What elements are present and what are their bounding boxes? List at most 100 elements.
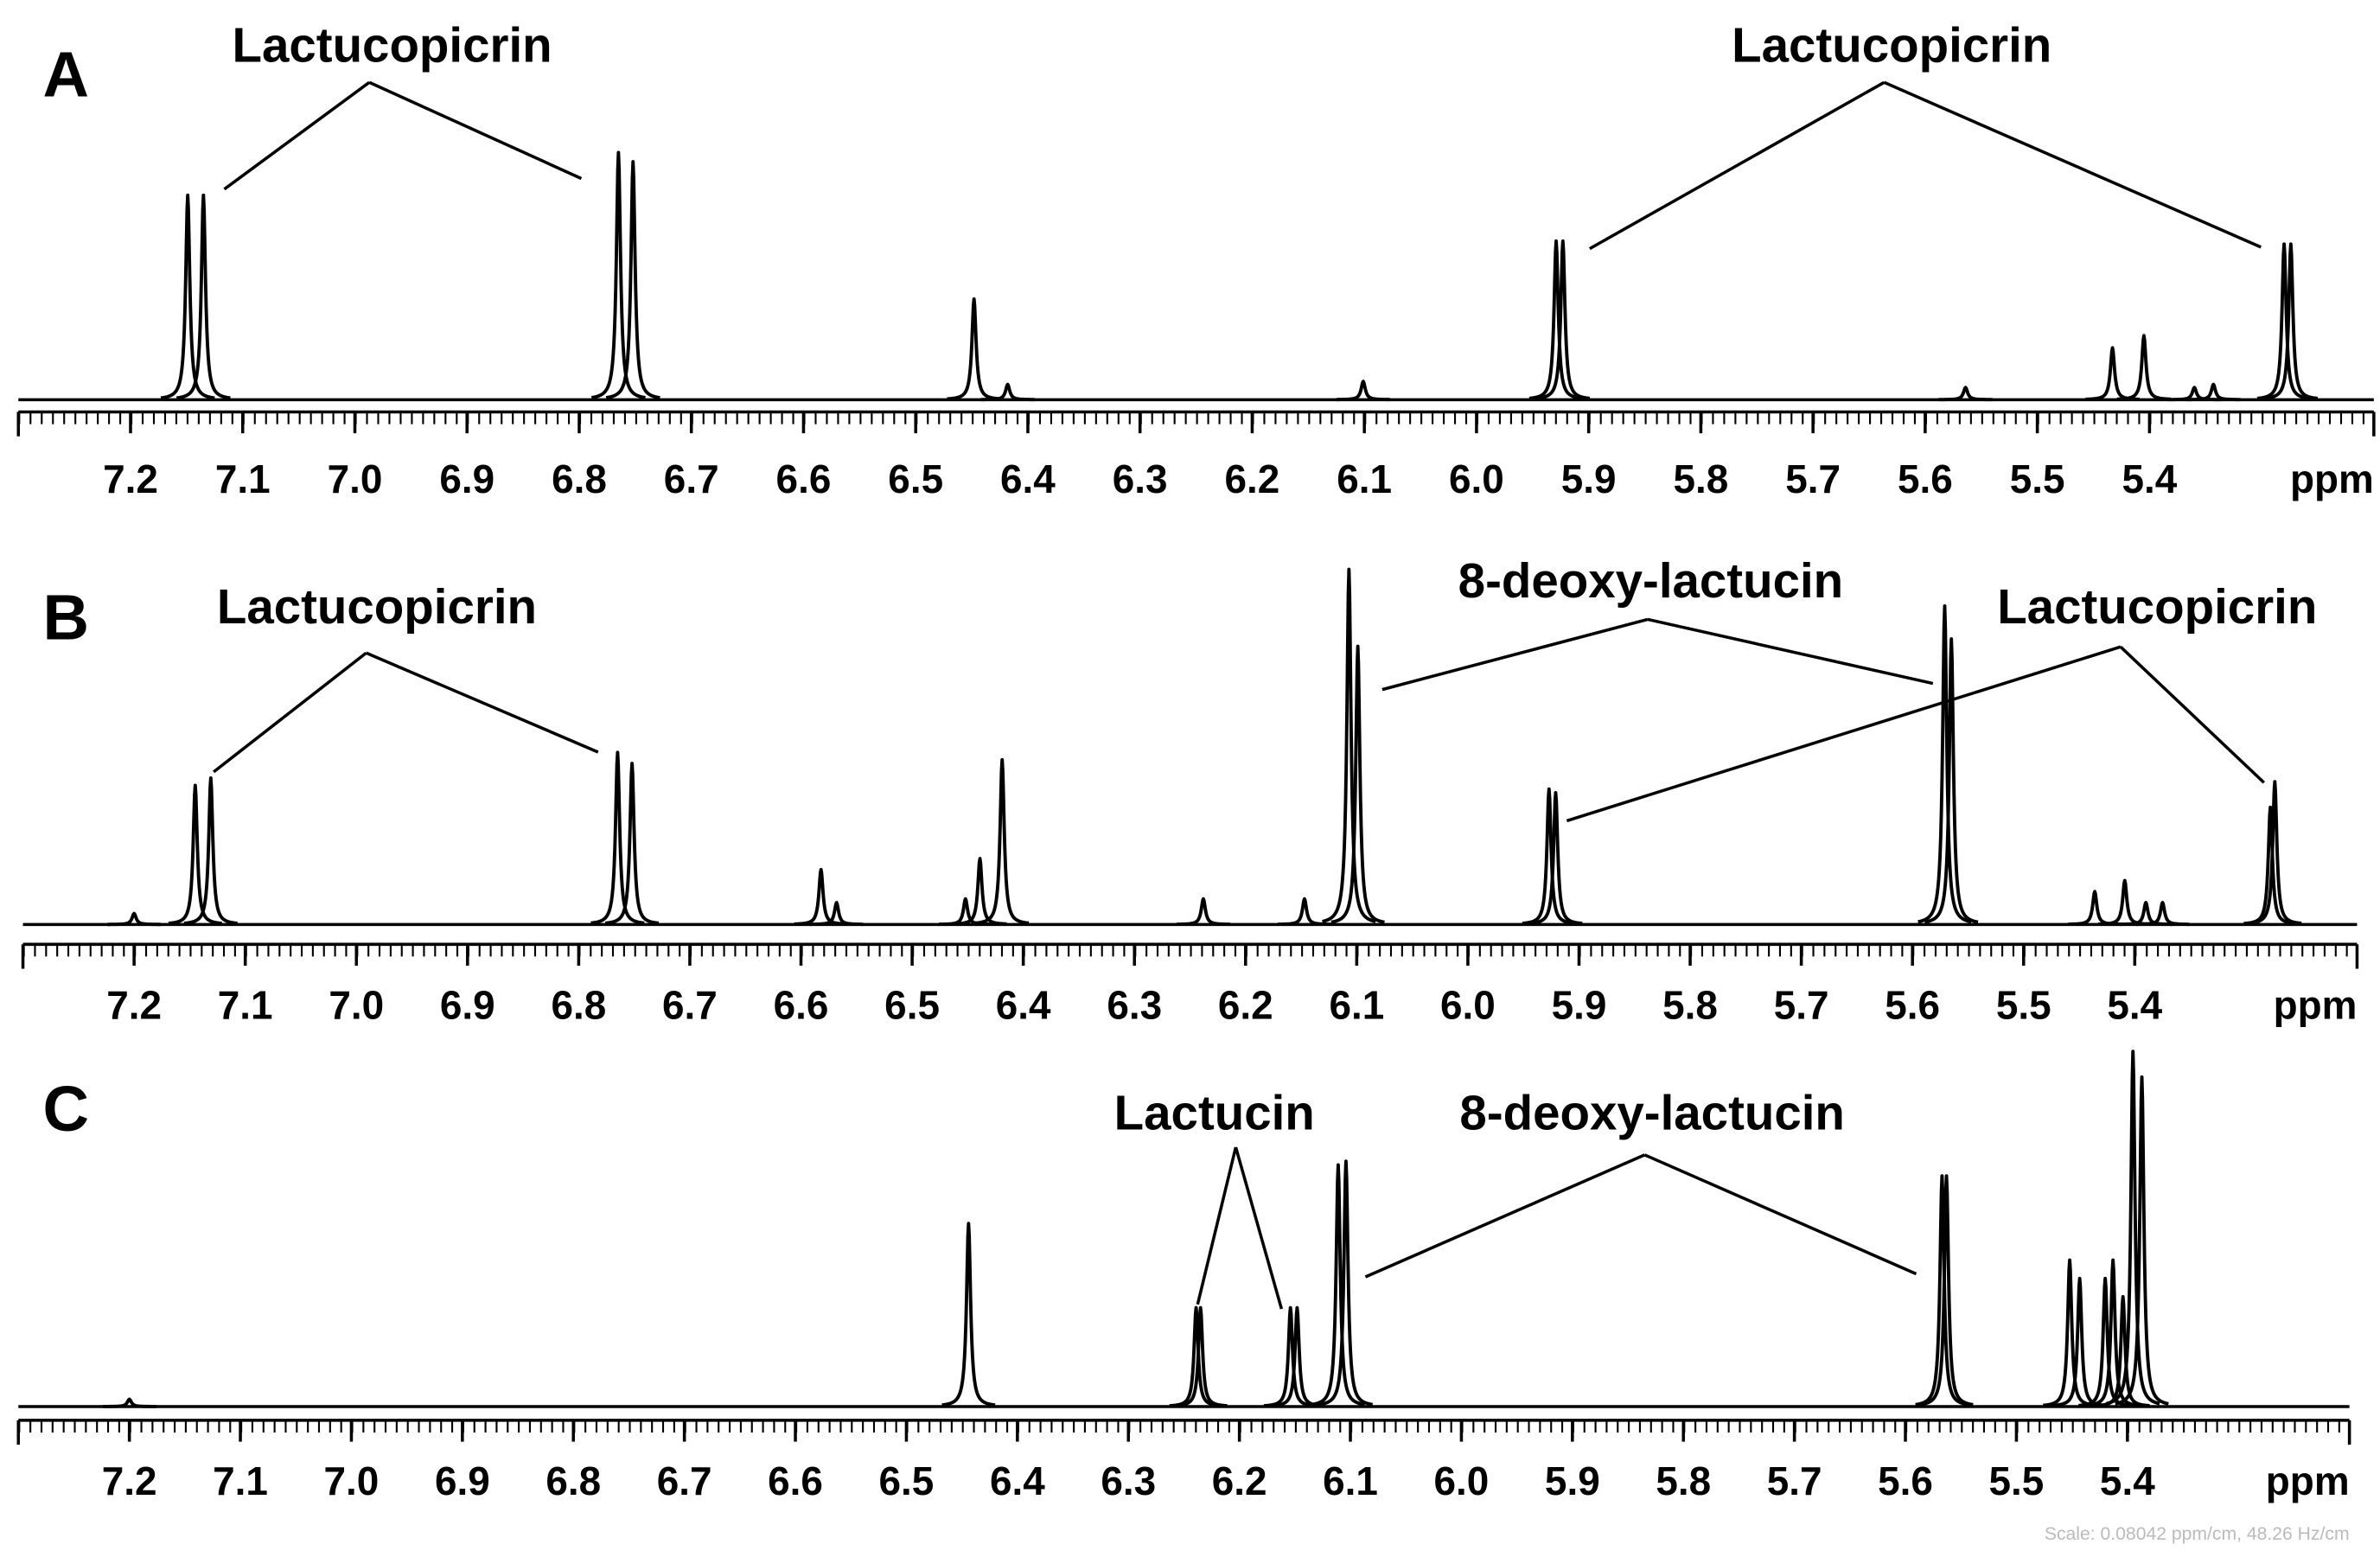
peak — [1172, 1305, 1228, 1407]
peak — [2185, 382, 2242, 402]
annotation-line — [368, 80, 583, 181]
x-tick-label: 6.0 — [1434, 1458, 1490, 1503]
x-tick-label: 5.7 — [1767, 1458, 1822, 1503]
x-tick-label: 6.4 — [1000, 456, 1056, 501]
panel-label: B — [42, 582, 89, 654]
annotation: 8-deoxy-lactucin — [1458, 553, 1843, 608]
x-tick-label: 5.4 — [2100, 1458, 2155, 1503]
peak — [2067, 890, 2123, 926]
peak — [1535, 239, 1592, 400]
x-tick-label: 6.3 — [1101, 1458, 1156, 1503]
peak — [1321, 567, 1377, 923]
peak — [2095, 1295, 2151, 1407]
peak — [1917, 603, 1973, 924]
annotation-line — [1883, 80, 2262, 249]
x-tick-label: 5.9 — [1561, 456, 1617, 501]
peak — [937, 897, 993, 927]
x-tick-label: 6.6 — [776, 456, 832, 501]
x-tick-label: 6.0 — [1440, 983, 1496, 1028]
peak — [590, 750, 646, 925]
peak — [101, 1397, 157, 1408]
peak — [2134, 901, 2191, 927]
peak — [2042, 1258, 2098, 1407]
annotation: Lactucopicrin — [1732, 17, 2051, 72]
peak — [106, 911, 163, 927]
x-tick-label: 5.8 — [1674, 456, 1729, 501]
x-tick-label: 6.4 — [990, 1458, 1045, 1503]
peak — [1918, 1174, 1975, 1407]
x-tick-label: 7.1 — [215, 456, 271, 501]
peak — [2247, 780, 2303, 925]
peak — [793, 867, 849, 926]
peak — [2085, 1258, 2141, 1407]
annotation: Lactucin — [1114, 1086, 1315, 1140]
x-tick-label: 7.1 — [218, 983, 273, 1028]
peak — [182, 776, 239, 925]
x-tick-label: 7.0 — [328, 456, 383, 501]
peak — [159, 193, 216, 400]
peak — [952, 857, 1008, 926]
peak — [1528, 790, 1584, 926]
peak — [1937, 386, 1994, 402]
x-tick-label: 6.9 — [439, 456, 495, 501]
peak — [2115, 334, 2173, 401]
annotation-line — [1196, 1146, 1238, 1305]
annotation: Lactucopicrin — [233, 17, 552, 72]
x-tick-label: 6.3 — [1113, 456, 1168, 501]
peak — [2118, 901, 2174, 927]
x-axis-label: ppm — [2290, 456, 2374, 501]
peak — [1310, 1163, 1366, 1407]
x-axis-label: ppm — [2266, 1458, 2350, 1503]
peak — [1276, 897, 1332, 927]
x-tick-label: 6.1 — [1323, 1458, 1378, 1503]
annotation-line — [1643, 1153, 1917, 1276]
annotation-line — [1566, 645, 2122, 823]
annotation-line — [1647, 617, 1934, 686]
x-tick-label: 5.4 — [2107, 983, 2162, 1028]
annotation-line — [2119, 645, 2266, 784]
x-tick-label: 6.7 — [664, 456, 719, 501]
peak — [2166, 386, 2223, 402]
x-tick-label: 6.2 — [1212, 1458, 1267, 1503]
x-tick-label: 6.8 — [546, 1458, 601, 1503]
peak — [1175, 897, 1231, 927]
x-tick-label: 5.6 — [1885, 983, 1940, 1028]
x-tick-label: 5.6 — [1898, 456, 1953, 501]
x-tick-label: 7.0 — [324, 1458, 380, 1503]
peak — [1924, 637, 1980, 924]
x-tick-label: 5.5 — [2010, 456, 2065, 501]
x-tick-label: 6.1 — [1329, 983, 1384, 1028]
annotation-line — [1234, 1146, 1284, 1310]
x-tick-label: 6.6 — [768, 1458, 823, 1503]
panel-label: A — [42, 38, 89, 110]
x-tick-label: 6.8 — [551, 983, 606, 1028]
x-tick-label: 6.1 — [1337, 456, 1392, 501]
x-tick-label: 5.7 — [1785, 456, 1841, 501]
x-tick-label: 5.4 — [2122, 456, 2177, 501]
x-tick-label: 5.6 — [1878, 1458, 1933, 1503]
x-tick-label: 6.5 — [884, 983, 940, 1028]
peak — [808, 901, 865, 927]
annotation-line — [365, 651, 599, 754]
annotation: Lactucopicrin — [217, 579, 537, 634]
x-tick-label: 6.8 — [552, 456, 607, 501]
peak — [1330, 644, 1386, 924]
peak — [167, 783, 223, 925]
footnote: Scale: 0.08042 ppm/cm, 48.26 Hz/cm — [2045, 1524, 2350, 1544]
peak — [974, 757, 1030, 925]
peak — [941, 1222, 997, 1407]
panel-label: C — [42, 1073, 89, 1145]
peak — [979, 382, 1036, 402]
x-tick-label: 5.8 — [1656, 1458, 1711, 1503]
x-tick-label: 5.9 — [1552, 983, 1607, 1028]
annotation-line — [1364, 1153, 1646, 1279]
x-tick-label: 6.2 — [1218, 983, 1273, 1028]
peak — [1335, 380, 1392, 402]
x-tick-label: 6.9 — [440, 983, 495, 1028]
annotation-line — [1381, 617, 1649, 692]
peak — [604, 160, 661, 399]
x-tick-label: 7.2 — [103, 456, 158, 501]
x-tick-label: 7.2 — [102, 1458, 157, 1503]
x-tick-label: 6.3 — [1107, 983, 1162, 1028]
